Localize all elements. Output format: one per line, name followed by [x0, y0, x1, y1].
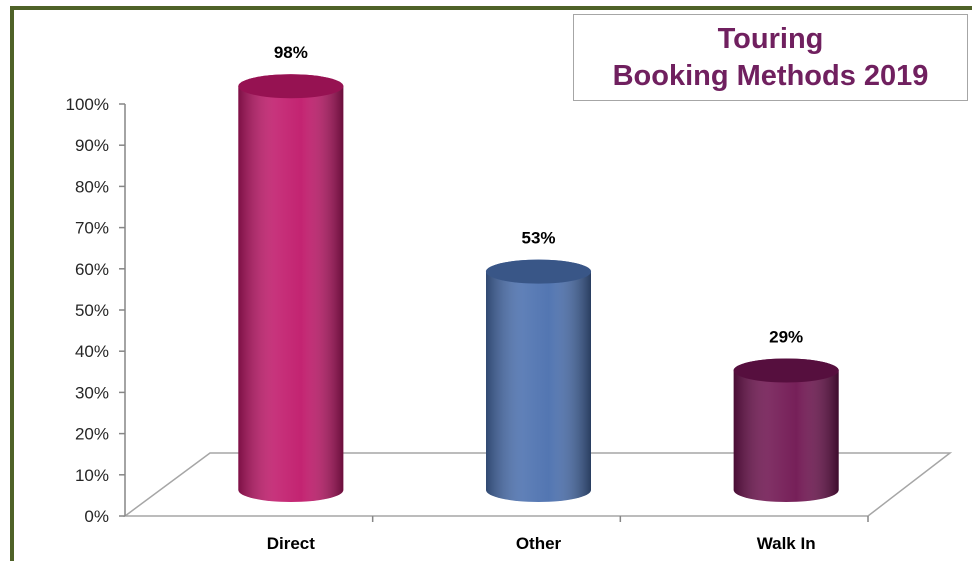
y-tick-label: 20% [75, 425, 109, 444]
data-label: 53% [521, 229, 555, 248]
bar-top [238, 74, 344, 99]
y-tick-label: 50% [75, 301, 109, 320]
y-tick-label: 80% [75, 177, 109, 196]
y-tick-label: 10% [75, 466, 109, 485]
bar-shade [733, 358, 839, 503]
y-tick-label: 60% [75, 260, 109, 279]
y-tick-label: 30% [75, 383, 109, 402]
y-tick-label: 90% [75, 136, 109, 155]
y-tick-label: 70% [75, 219, 109, 238]
frame-top [10, 6, 972, 10]
x-tick-label: Walk In [757, 534, 816, 553]
data-label: 98% [274, 43, 308, 62]
x-tick-label: Other [516, 534, 562, 553]
y-tick-label: 100% [66, 95, 109, 114]
bar-shade [486, 259, 591, 503]
bar-top-shade [486, 259, 591, 284]
bar-shade [238, 74, 344, 503]
frame-left [10, 6, 14, 561]
bar-top [486, 259, 591, 284]
x-tick-label: Direct [267, 534, 316, 553]
data-label: 29% [769, 328, 803, 347]
y-tick-label: 0% [84, 507, 109, 526]
bar-top-shade [238, 74, 344, 99]
bar-top-shade [733, 358, 839, 383]
chart-title: Touring Booking Methods 2019 [573, 14, 968, 101]
y-tick-label: 40% [75, 342, 109, 361]
bar-top [733, 358, 839, 383]
